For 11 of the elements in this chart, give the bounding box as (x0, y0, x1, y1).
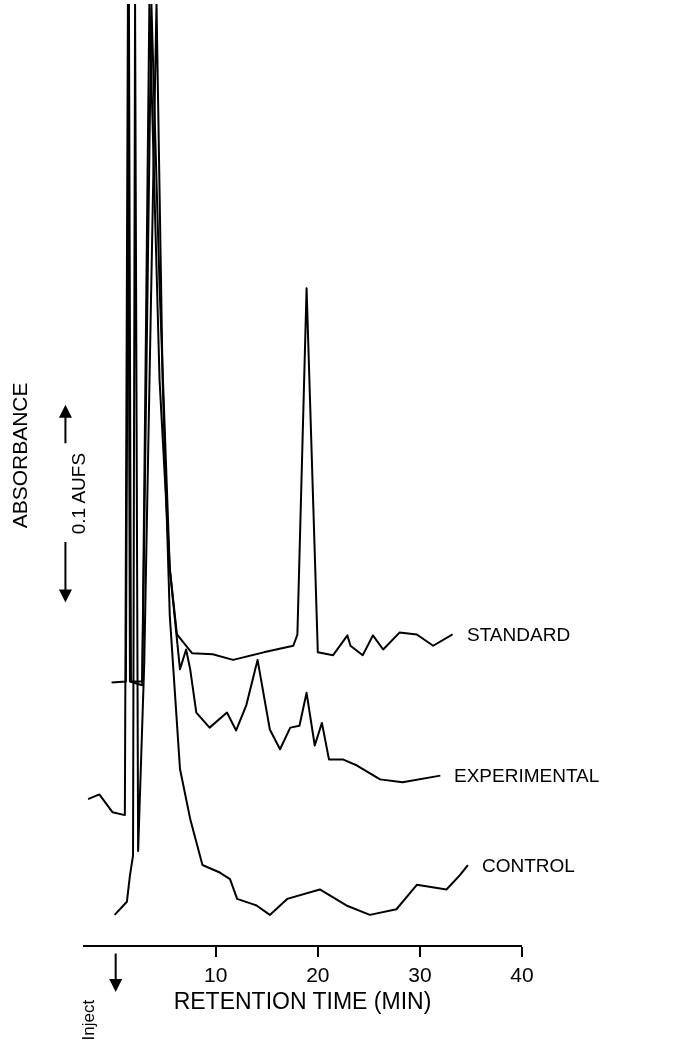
y-axis-title: ABSORBANCE (8, 382, 31, 529)
x-axis-title: RETENTION TIME (MIN) (173, 988, 432, 1015)
x-tick-label: 20 (306, 963, 330, 987)
annotation: 0.1 AUFS (67, 452, 89, 535)
x-tick-label: 40 (510, 963, 534, 987)
x-tick-label: 10 (204, 963, 228, 987)
series-label: CONTROL (482, 855, 575, 876)
series-label: EXPERIMENTAL (454, 765, 600, 786)
x-tick-label: 30 (408, 963, 432, 987)
text: Inject (78, 999, 98, 1041)
series-label: STANDARD (467, 624, 571, 645)
